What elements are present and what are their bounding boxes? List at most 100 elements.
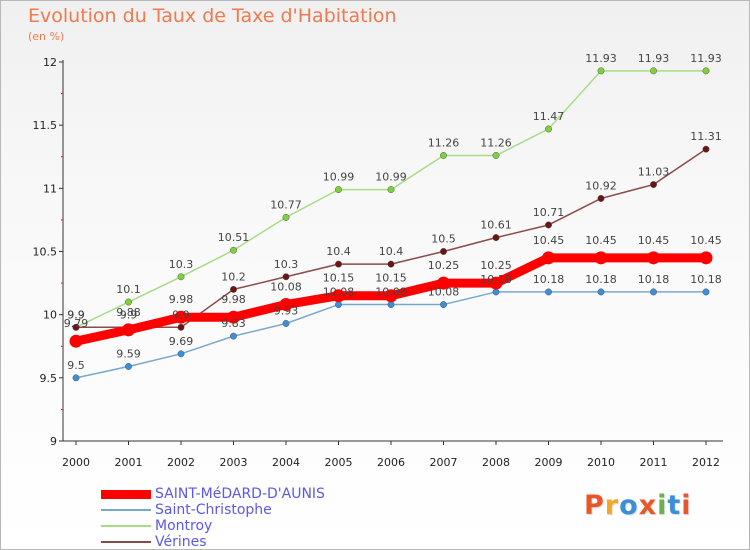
data-label: 10.45 bbox=[690, 234, 722, 247]
legend-label: Vérines bbox=[155, 534, 207, 550]
data-point bbox=[440, 301, 447, 309]
data-label: 10.18 bbox=[480, 273, 512, 286]
data-point bbox=[594, 251, 608, 265]
data-label: 10.25 bbox=[480, 259, 512, 272]
data-point bbox=[492, 152, 500, 159]
data-label: 11.03 bbox=[638, 166, 670, 179]
data-label: 11.26 bbox=[480, 136, 512, 149]
data-point bbox=[650, 181, 657, 188]
proxiti-logo: Proxiti bbox=[584, 490, 692, 521]
data-label: 10.15 bbox=[375, 272, 407, 285]
data-label: 9.59 bbox=[116, 347, 141, 360]
data-point bbox=[335, 186, 342, 194]
data-label: 11.47 bbox=[533, 110, 565, 123]
data-point bbox=[545, 288, 552, 296]
data-label: 10.4 bbox=[379, 245, 404, 258]
data-label: 10.18 bbox=[638, 273, 670, 286]
data-point bbox=[279, 298, 293, 312]
data-label: 9.98 bbox=[221, 293, 246, 306]
data-point bbox=[492, 234, 500, 242]
chart-title: Evolution du Taux de Taxe d'Habitation bbox=[28, 5, 397, 27]
data-label: 9.5 bbox=[67, 359, 85, 372]
data-label: 10.45 bbox=[638, 234, 670, 247]
data-point bbox=[125, 298, 132, 306]
y-tick-label: 11.5 bbox=[33, 119, 58, 132]
logo-letter: i bbox=[657, 490, 668, 521]
data-label: 11.93 bbox=[585, 52, 617, 65]
data-label: 10.45 bbox=[585, 234, 617, 247]
logo-letter: o bbox=[619, 490, 639, 521]
y-tick-label: 9 bbox=[50, 435, 57, 448]
logo-letter: P bbox=[584, 490, 605, 521]
data-point bbox=[335, 301, 342, 309]
x-tick-label: 2003 bbox=[220, 456, 248, 469]
logo-letter: i bbox=[681, 490, 692, 521]
x-tick-label: 2008 bbox=[482, 456, 510, 469]
data-point bbox=[122, 323, 135, 337]
data-point bbox=[440, 152, 447, 159]
data-point bbox=[440, 248, 447, 255]
data-point bbox=[69, 334, 83, 348]
data-label: 10.18 bbox=[533, 273, 565, 286]
data-label: 10.61 bbox=[480, 219, 512, 232]
data-label: 10.08 bbox=[270, 281, 302, 294]
data-point bbox=[650, 288, 657, 296]
chart-unit: (en %) bbox=[28, 30, 65, 43]
data-point bbox=[282, 273, 290, 281]
data-point bbox=[387, 260, 395, 268]
data-point bbox=[489, 276, 503, 290]
data-point bbox=[384, 289, 398, 303]
data-point bbox=[545, 125, 552, 133]
data-label: 9.98 bbox=[169, 293, 194, 306]
data-point bbox=[387, 301, 395, 309]
x-tick-label: 2002 bbox=[167, 456, 195, 469]
data-label: 9.9 bbox=[172, 308, 190, 321]
data-label: 9.9 bbox=[67, 308, 85, 321]
logo-letter: r bbox=[604, 490, 620, 521]
logo-letter: x bbox=[638, 490, 658, 521]
x-tick-label: 2001 bbox=[115, 456, 143, 469]
x-tick-label: 2010 bbox=[587, 456, 615, 469]
data-point bbox=[177, 323, 185, 331]
data-label: 10.3 bbox=[274, 258, 299, 271]
y-tick-label: 10 bbox=[43, 309, 57, 322]
x-tick-label: 2011 bbox=[640, 456, 668, 469]
data-label: 9.83 bbox=[221, 317, 246, 330]
data-label: 10.4 bbox=[326, 245, 351, 258]
data-label: 10.15 bbox=[323, 272, 355, 285]
data-label: 10.18 bbox=[690, 273, 722, 286]
data-label: 10.08 bbox=[375, 286, 407, 299]
data-point bbox=[282, 320, 290, 327]
data-point bbox=[177, 350, 185, 358]
legend-swatch bbox=[101, 541, 151, 543]
data-point bbox=[230, 246, 237, 254]
data-point bbox=[545, 221, 552, 229]
y-tick-label: 9.5 bbox=[40, 372, 58, 385]
data-point bbox=[282, 213, 290, 221]
data-point bbox=[174, 310, 188, 324]
legend-label: Saint-Christophe bbox=[155, 502, 272, 518]
x-tick-label: 2009 bbox=[535, 456, 563, 469]
data-label: 9.9 bbox=[67, 308, 85, 321]
data-label: 10.51 bbox=[218, 231, 250, 244]
data-point bbox=[597, 288, 605, 296]
x-tick-label: 2012 bbox=[692, 456, 720, 469]
data-label: 10.71 bbox=[533, 206, 565, 219]
data-label: 10.99 bbox=[375, 171, 407, 184]
x-tick-label: 2007 bbox=[430, 456, 458, 469]
legend-label: SAINT-MéDARD-D'AUNIS bbox=[155, 486, 325, 502]
data-point bbox=[335, 260, 342, 268]
data-point bbox=[437, 276, 450, 290]
data-label: 11.31 bbox=[690, 130, 722, 143]
data-point bbox=[597, 67, 605, 75]
data-point bbox=[125, 363, 132, 370]
data-point bbox=[647, 251, 660, 265]
data-label: 10.77 bbox=[270, 198, 302, 211]
data-point bbox=[702, 145, 710, 153]
data-label: 9.79 bbox=[64, 317, 89, 330]
data-label: 10.08 bbox=[323, 286, 355, 299]
data-point bbox=[387, 186, 395, 194]
data-point bbox=[227, 310, 240, 324]
y-tick-label: 10.5 bbox=[33, 246, 58, 259]
